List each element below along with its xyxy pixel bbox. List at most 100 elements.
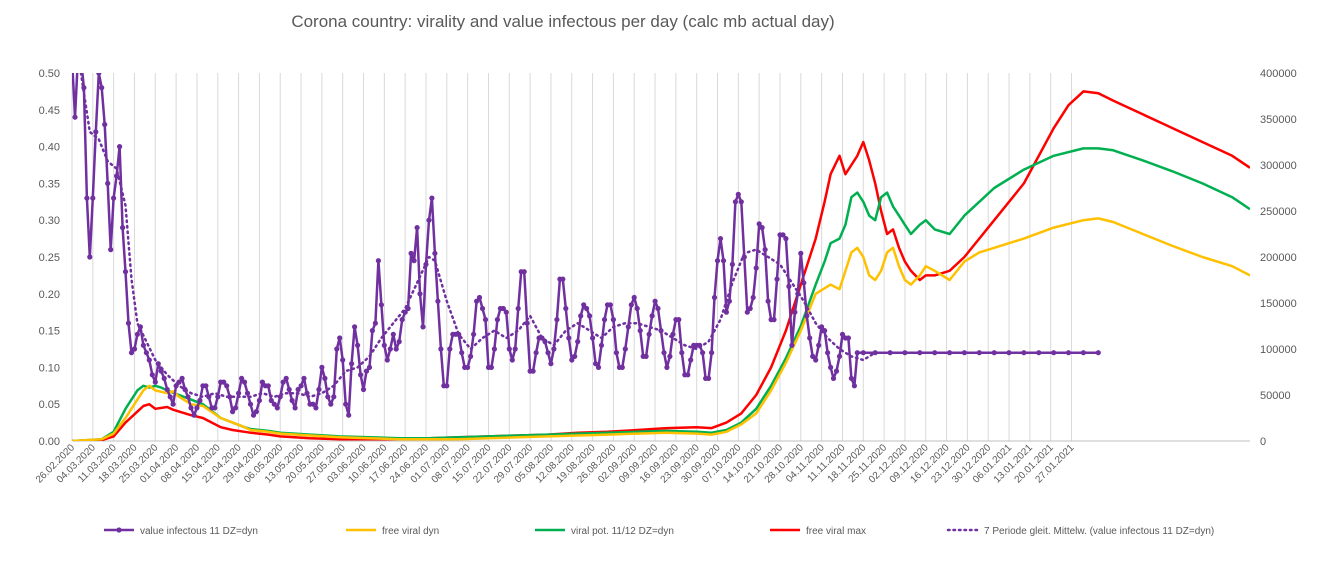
data-point-marker — [206, 394, 212, 400]
data-point-marker — [667, 353, 673, 359]
data-point-marker — [256, 397, 262, 404]
y-left-tick-label: 0.15 — [39, 326, 60, 338]
data-point-marker — [358, 372, 364, 378]
data-point-marker — [313, 405, 319, 411]
y-right-tick-label: 150000 — [1260, 298, 1297, 310]
data-point-marker — [69, 56, 74, 61]
data-point-marker — [137, 324, 143, 330]
data-point-marker — [102, 121, 108, 128]
data-point-marker — [723, 309, 730, 315]
series-group — [69, 56, 1250, 441]
data-point-marker — [676, 317, 682, 323]
data-point-marker — [352, 324, 358, 330]
data-point-marker — [221, 379, 227, 385]
data-point-marker — [349, 361, 355, 367]
data-point-marker — [738, 199, 744, 205]
data-point-marker — [197, 397, 203, 404]
data-point-marker — [134, 331, 140, 337]
data-point-marker — [343, 401, 349, 407]
data-point-marker — [322, 375, 328, 381]
data-point-marker — [215, 394, 221, 400]
data-point-marker — [363, 368, 370, 374]
data-point-marker — [81, 85, 87, 91]
data-point-marker — [649, 313, 655, 319]
y-right-tick-label: 250000 — [1260, 206, 1297, 218]
data-point-marker — [250, 412, 257, 418]
data-point-marker — [902, 350, 908, 356]
data-point-marker — [622, 346, 628, 352]
data-point-marker — [435, 298, 441, 304]
data-point-marker — [747, 305, 753, 312]
data-point-marker — [551, 346, 557, 352]
data-point-marker — [152, 379, 158, 385]
data-point-marker — [93, 129, 99, 135]
data-point-marker — [598, 342, 605, 348]
data-point-marker — [744, 309, 750, 315]
data-point-marker — [247, 401, 254, 407]
data-point-marker — [479, 305, 486, 312]
y-left-tick-label: 0.35 — [39, 178, 60, 190]
data-point-marker — [372, 320, 378, 326]
data-point-marker — [750, 294, 756, 301]
data-point-marker — [697, 342, 703, 348]
data-point-marker — [239, 375, 245, 381]
data-point-marker — [581, 302, 587, 308]
y-right-tick-label: 100000 — [1260, 344, 1297, 356]
data-point-marker — [688, 357, 694, 363]
data-point-marker — [741, 254, 747, 260]
data-point-marker — [155, 361, 161, 367]
data-point-marker — [548, 361, 554, 367]
data-point-marker — [976, 350, 982, 356]
y-left-tick-label: 0.05 — [39, 399, 60, 411]
data-point-marker — [244, 390, 251, 396]
data-point-marker — [1095, 350, 1101, 356]
data-point-marker — [578, 313, 584, 319]
y-right-tick-label: 50000 — [1260, 390, 1291, 402]
data-point-marker — [545, 350, 551, 356]
data-point-marker — [783, 236, 789, 242]
data-point-marker — [807, 335, 813, 341]
series-line — [79, 73, 877, 399]
data-point-marker — [230, 409, 236, 415]
data-point-marker — [771, 317, 777, 323]
data-point-marker — [143, 350, 149, 356]
data-point-marker — [810, 353, 816, 359]
data-point-marker — [735, 191, 741, 197]
data-point-marker — [369, 328, 375, 334]
data-point-marker — [212, 405, 218, 411]
data-point-marker — [816, 342, 822, 348]
data-point-marker — [887, 350, 893, 356]
data-point-marker — [774, 276, 780, 282]
data-point-marker — [399, 317, 405, 323]
data-point-marker — [420, 324, 426, 330]
data-point-marker — [554, 317, 560, 323]
data-point-marker — [670, 331, 676, 337]
data-point-marker — [390, 331, 396, 337]
data-point-marker — [125, 320, 132, 326]
data-point-marker — [506, 346, 512, 352]
data-point-marker — [411, 258, 417, 264]
data-point-marker — [595, 364, 602, 370]
data-point-marker — [140, 342, 146, 348]
data-point-marker — [108, 247, 114, 253]
data-point-marker — [607, 302, 614, 308]
data-point-marker — [396, 339, 402, 345]
y-right-tick-label: 300000 — [1260, 160, 1297, 172]
data-point-marker — [72, 114, 78, 120]
legend-label: 7 Periode gleit. Mittelw. (value infecto… — [984, 526, 1214, 537]
data-point-marker — [780, 232, 786, 238]
data-point-marker — [848, 375, 855, 381]
data-point-marker — [447, 346, 453, 352]
data-point-marker — [471, 331, 477, 337]
data-point-marker — [176, 379, 182, 385]
data-point-marker — [265, 383, 271, 389]
data-point-marker — [1021, 350, 1027, 356]
y-left-tick-label: 0.45 — [39, 105, 60, 117]
data-point-marker — [1051, 350, 1057, 356]
data-point-marker — [566, 335, 572, 341]
data-point-marker — [836, 353, 843, 359]
data-point-marker — [295, 386, 301, 393]
data-point-marker — [408, 250, 414, 256]
data-point-marker — [298, 383, 304, 389]
data-point-marker — [587, 313, 593, 319]
